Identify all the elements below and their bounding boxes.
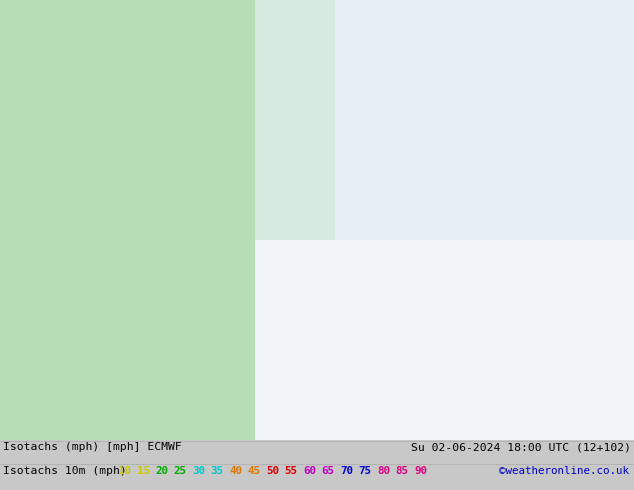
Text: 50: 50 [266, 466, 279, 476]
Text: Su 02-06-2024 18:00 UTC (12+102): Su 02-06-2024 18:00 UTC (12+102) [411, 442, 631, 452]
Text: 20: 20 [155, 466, 168, 476]
Text: 35: 35 [210, 466, 224, 476]
Text: 80: 80 [377, 466, 390, 476]
Text: 45: 45 [247, 466, 261, 476]
Text: 15: 15 [136, 466, 150, 476]
Bar [255, 240, 634, 440]
Bar [0, 0, 255, 440]
Text: 85: 85 [396, 466, 408, 476]
Text: 75: 75 [358, 466, 372, 476]
Text: 10: 10 [118, 466, 131, 476]
Text: 70: 70 [340, 466, 353, 476]
Text: 60: 60 [303, 466, 316, 476]
Text: Isotachs 10m (mph): Isotachs 10m (mph) [3, 466, 127, 476]
Text: 25: 25 [174, 466, 186, 476]
Text: 90: 90 [414, 466, 427, 476]
Text: 65: 65 [321, 466, 335, 476]
Text: 40: 40 [229, 466, 242, 476]
Bar [255, 0, 335, 240]
Text: 30: 30 [192, 466, 205, 476]
Text: 55: 55 [285, 466, 297, 476]
Text: ©weatheronline.co.uk: ©weatheronline.co.uk [499, 466, 629, 476]
Text: Isotachs (mph) [mph] ECMWF: Isotachs (mph) [mph] ECMWF [3, 442, 182, 452]
